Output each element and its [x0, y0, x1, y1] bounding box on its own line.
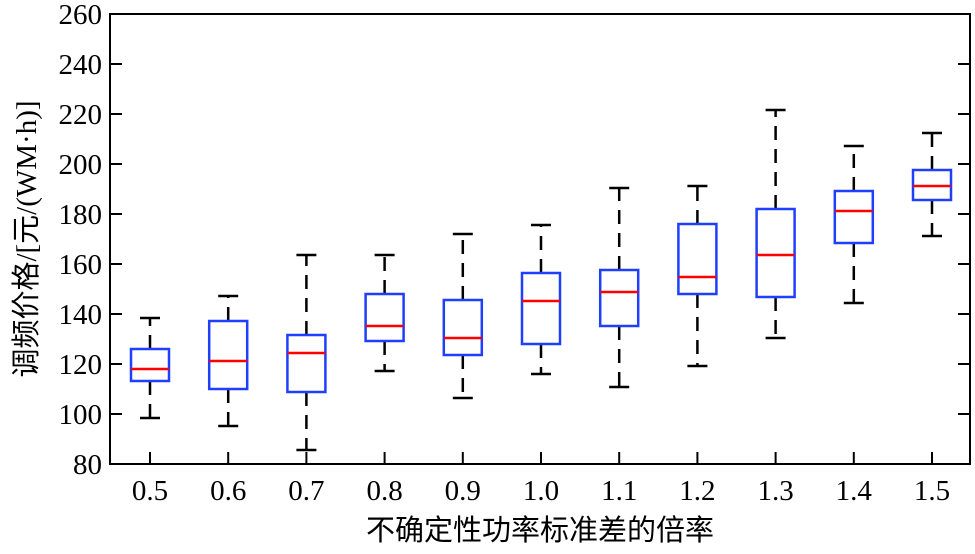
box-1.0: [520, 223, 562, 376]
box-iqr: [755, 207, 796, 299]
y-tick-label: 200: [59, 149, 103, 181]
y-axis-label: 调频价格/[元/(WM·h)]: [10, 100, 43, 377]
x-tick-label: 0.9: [445, 475, 481, 507]
y-tick-label: 100: [59, 399, 103, 431]
box-iqr: [520, 271, 562, 346]
x-tick-label: 1.0: [523, 475, 559, 507]
y-tick-label: 120: [59, 349, 103, 381]
box-iqr: [833, 189, 875, 245]
x-tick-label: 1.3: [757, 475, 793, 507]
x-tick-label: 1.2: [679, 475, 715, 507]
box-iqr: [677, 222, 718, 296]
x-tick-label: 0.8: [366, 475, 402, 507]
x-axis-label: 不确定性功率标准差的倍率: [366, 514, 714, 547]
box-iqr: [364, 292, 405, 343]
box-1.1: [598, 186, 640, 389]
y-tick-label: 220: [59, 99, 103, 131]
y-tick-label: 140: [59, 299, 103, 331]
x-tick-label: 0.5: [132, 475, 168, 507]
x-tick-label: 1.1: [601, 475, 637, 507]
box-1.2: [677, 184, 718, 368]
box-0.5: [129, 316, 171, 420]
box-iqr: [286, 333, 327, 394]
box-1.5: [911, 131, 953, 238]
box-0.6: [207, 294, 249, 428]
x-tick-label: 1.4: [836, 475, 873, 507]
y-tick-label: 160: [59, 249, 103, 281]
y-tick-label: 80: [73, 449, 102, 481]
y-tick-label: 260: [59, 0, 103, 31]
box-0.7: [286, 253, 327, 452]
box-iqr: [207, 319, 249, 391]
x-tick-label: 0.6: [210, 475, 246, 507]
box-1.4: [833, 144, 875, 305]
box-iqr: [129, 347, 171, 383]
x-tick-label: 0.7: [288, 475, 324, 507]
box-0.9: [442, 232, 484, 400]
box-iqr: [598, 268, 640, 328]
box-0.8: [364, 253, 405, 373]
box-iqr: [442, 298, 484, 357]
x-tick-label: 1.5: [914, 475, 950, 507]
y-tick-label: 240: [59, 49, 103, 81]
box-1.3: [755, 108, 796, 340]
y-tick-label: 180: [59, 199, 103, 231]
